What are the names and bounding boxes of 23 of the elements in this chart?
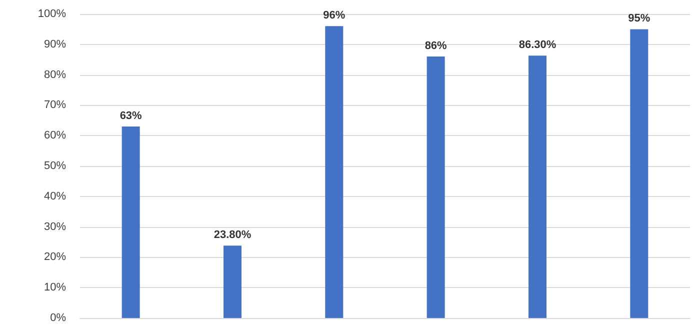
data-label: 23.80% <box>214 229 252 242</box>
y-tick-label: 80% <box>44 68 66 81</box>
y-tick-label: 100% <box>38 8 66 20</box>
y-tick-label: 40% <box>44 190 66 202</box>
data-label: 95% <box>628 12 650 25</box>
bar <box>630 29 648 318</box>
bar <box>122 126 140 318</box>
y-tick-label: 90% <box>44 38 66 50</box>
y-tick-label: 30% <box>44 220 66 233</box>
data-label: 96% <box>323 10 346 22</box>
y-tick-label: 70% <box>44 99 66 112</box>
y-tick-label: 10% <box>44 282 66 294</box>
y-tick-label: 60% <box>44 130 66 142</box>
y-tick-label: 20% <box>44 251 66 264</box>
data-label: 63% <box>120 110 142 122</box>
data-label: 86% <box>424 40 448 52</box>
bar <box>426 56 445 318</box>
y-tick-label: 50% <box>44 160 66 172</box>
bar <box>325 26 344 318</box>
bar <box>224 246 242 318</box>
y-tick-label: 0% <box>50 312 66 324</box>
bar <box>528 56 546 318</box>
data-label: 86.30% <box>518 39 556 52</box>
